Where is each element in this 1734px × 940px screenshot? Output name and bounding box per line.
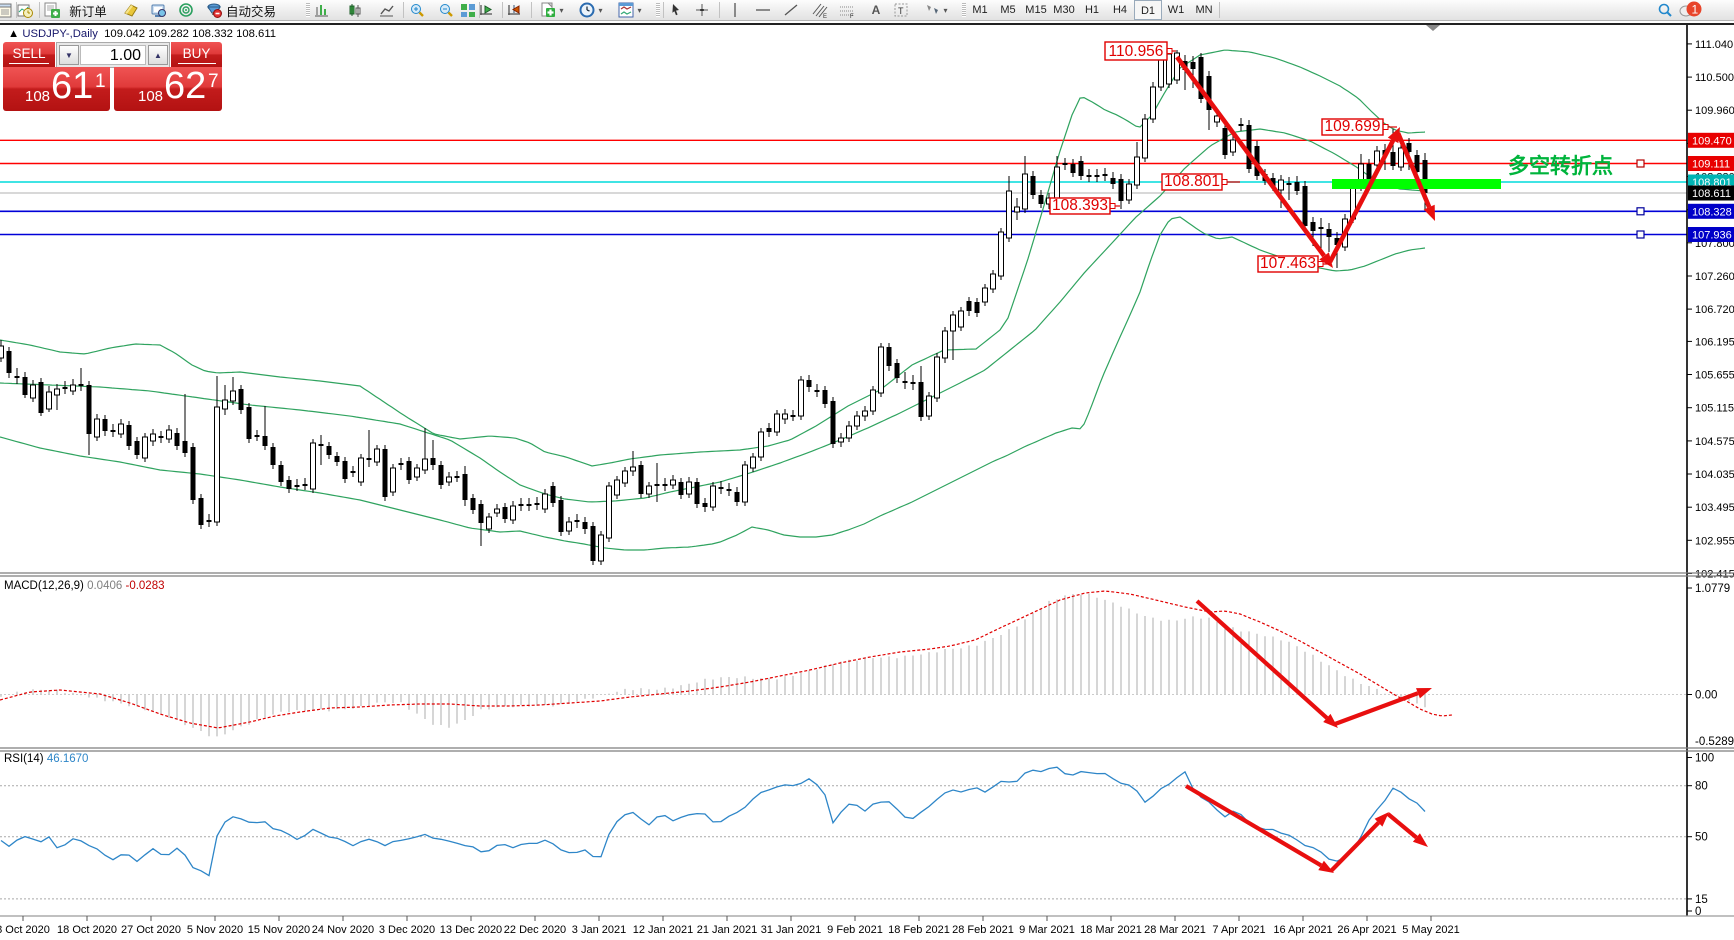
svg-text:E: E — [823, 14, 827, 19]
svg-text:110.956: 110.956 — [1109, 43, 1164, 60]
svg-text:107.936: 107.936 — [1692, 230, 1732, 242]
svg-text:3 Jan 2021: 3 Jan 2021 — [572, 924, 626, 936]
svg-text:105.115: 105.115 — [1695, 403, 1734, 415]
svg-text:18 Mar 2021: 18 Mar 2021 — [1080, 924, 1142, 936]
svg-text:7 Apr 2021: 7 Apr 2021 — [1212, 924, 1265, 936]
svg-text:1.0779: 1.0779 — [1695, 583, 1730, 595]
svg-text:102.955: 102.955 — [1695, 535, 1734, 547]
svg-text:110.500: 110.500 — [1695, 72, 1734, 84]
svg-text:-0.5289: -0.5289 — [1695, 736, 1734, 748]
svg-text:26 Apr 2021: 26 Apr 2021 — [1337, 924, 1396, 936]
svg-text:109.111: 109.111 — [1692, 159, 1730, 171]
svg-text:27 Oct 2020: 27 Oct 2020 — [121, 924, 181, 936]
svg-text:50: 50 — [1695, 832, 1708, 844]
svg-text:9 Feb 2021: 9 Feb 2021 — [827, 924, 883, 936]
svg-text:107.463: 107.463 — [1260, 255, 1316, 272]
svg-text:MACD(12,26,9) 0.0406 -0.0283: MACD(12,26,9) 0.0406 -0.0283 — [4, 580, 165, 592]
svg-text:多空转折点: 多空转折点 — [1508, 154, 1613, 178]
svg-text:105.655: 105.655 — [1695, 370, 1734, 382]
svg-text:3 Dec 2020: 3 Dec 2020 — [379, 924, 435, 936]
svg-text:106.720: 106.720 — [1695, 304, 1734, 316]
svg-text:106.195: 106.195 — [1695, 336, 1734, 348]
svg-text:RSI(14) 46.1670: RSI(14) 46.1670 — [4, 753, 88, 765]
svg-text:24 Nov 2020: 24 Nov 2020 — [312, 924, 374, 936]
svg-text:15: 15 — [1695, 894, 1708, 906]
svg-text:109.470: 109.470 — [1692, 136, 1732, 148]
svg-text:21 Jan 2021: 21 Jan 2021 — [697, 924, 758, 936]
svg-text:F: F — [850, 14, 854, 19]
svg-text:108.801: 108.801 — [1164, 173, 1220, 190]
svg-text:5 May 2021: 5 May 2021 — [1402, 924, 1459, 936]
svg-text:108.328: 108.328 — [1692, 207, 1732, 219]
svg-text:18 Feb 2021: 18 Feb 2021 — [888, 924, 950, 936]
svg-text:9 Mar 2021: 9 Mar 2021 — [1019, 924, 1075, 936]
svg-text:0: 0 — [1695, 906, 1701, 918]
svg-text:13 Dec 2020: 13 Dec 2020 — [440, 924, 502, 936]
svg-text:104.575: 104.575 — [1695, 436, 1734, 448]
svg-text:28 Feb 2021: 28 Feb 2021 — [952, 924, 1014, 936]
svg-text:18 Oct 2020: 18 Oct 2020 — [57, 924, 117, 936]
svg-text:5 Nov 2020: 5 Nov 2020 — [187, 924, 243, 936]
svg-text:104.035: 104.035 — [1695, 469, 1734, 481]
svg-text:8 Oct 2020: 8 Oct 2020 — [0, 924, 50, 936]
svg-text:109.960: 109.960 — [1695, 105, 1734, 117]
svg-text:0.00: 0.00 — [1695, 690, 1717, 702]
svg-text:22 Dec 2020: 22 Dec 2020 — [504, 924, 566, 936]
svg-text:108.393: 108.393 — [1052, 197, 1108, 214]
svg-text:109.699: 109.699 — [1324, 118, 1380, 135]
svg-text:103.495: 103.495 — [1695, 502, 1734, 514]
svg-text:15 Nov 2020: 15 Nov 2020 — [248, 924, 310, 936]
svg-text:1: 1 — [1692, 3, 1699, 17]
svg-text:28 Mar 2021: 28 Mar 2021 — [1144, 924, 1206, 936]
svg-text:80: 80 — [1695, 781, 1708, 793]
svg-text:108.611: 108.611 — [1692, 188, 1731, 200]
svg-text:111.040: 111.040 — [1695, 39, 1733, 51]
svg-text:16 Apr 2021: 16 Apr 2021 — [1273, 924, 1332, 936]
svg-text:102.415: 102.415 — [1695, 569, 1734, 581]
svg-text:107.260: 107.260 — [1695, 271, 1734, 283]
svg-text:31 Jan 2021: 31 Jan 2021 — [761, 924, 822, 936]
svg-text:T: T — [898, 6, 904, 16]
svg-text:100: 100 — [1695, 753, 1714, 765]
svg-text:12 Jan 2021: 12 Jan 2021 — [633, 924, 694, 936]
